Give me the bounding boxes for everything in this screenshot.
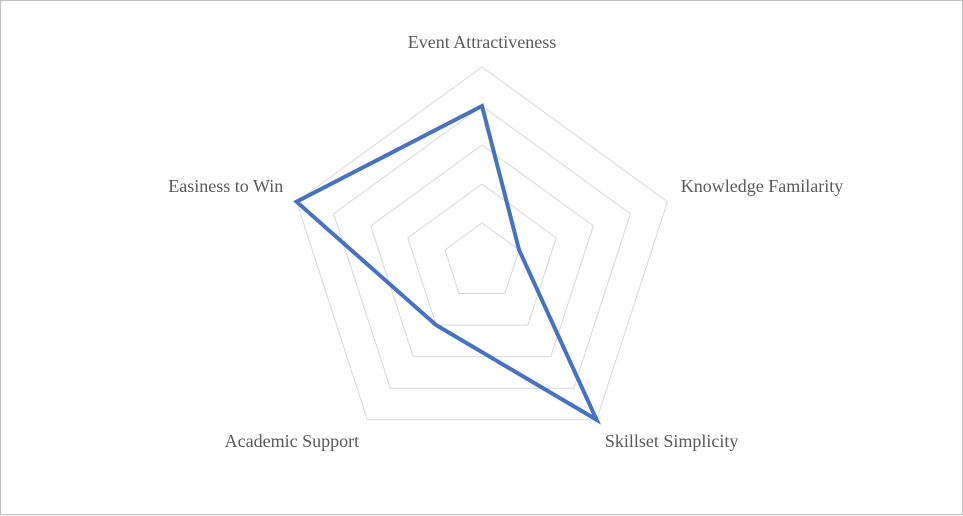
radar-chart xyxy=(1,1,963,516)
radar-axis-label: Knowledge Familarity xyxy=(681,176,843,197)
radar-data-series xyxy=(297,106,597,420)
radar-axis-label: Easiness to Win xyxy=(168,176,283,197)
radar-axis-label: Skillset Simplicity xyxy=(605,431,739,452)
radar-axis-label: Academic Support xyxy=(225,431,359,452)
radar-chart-container: Event Attractiveness Knowledge Familarity… xyxy=(0,0,963,515)
radar-axis-label: Event Attractiveness xyxy=(408,32,556,53)
